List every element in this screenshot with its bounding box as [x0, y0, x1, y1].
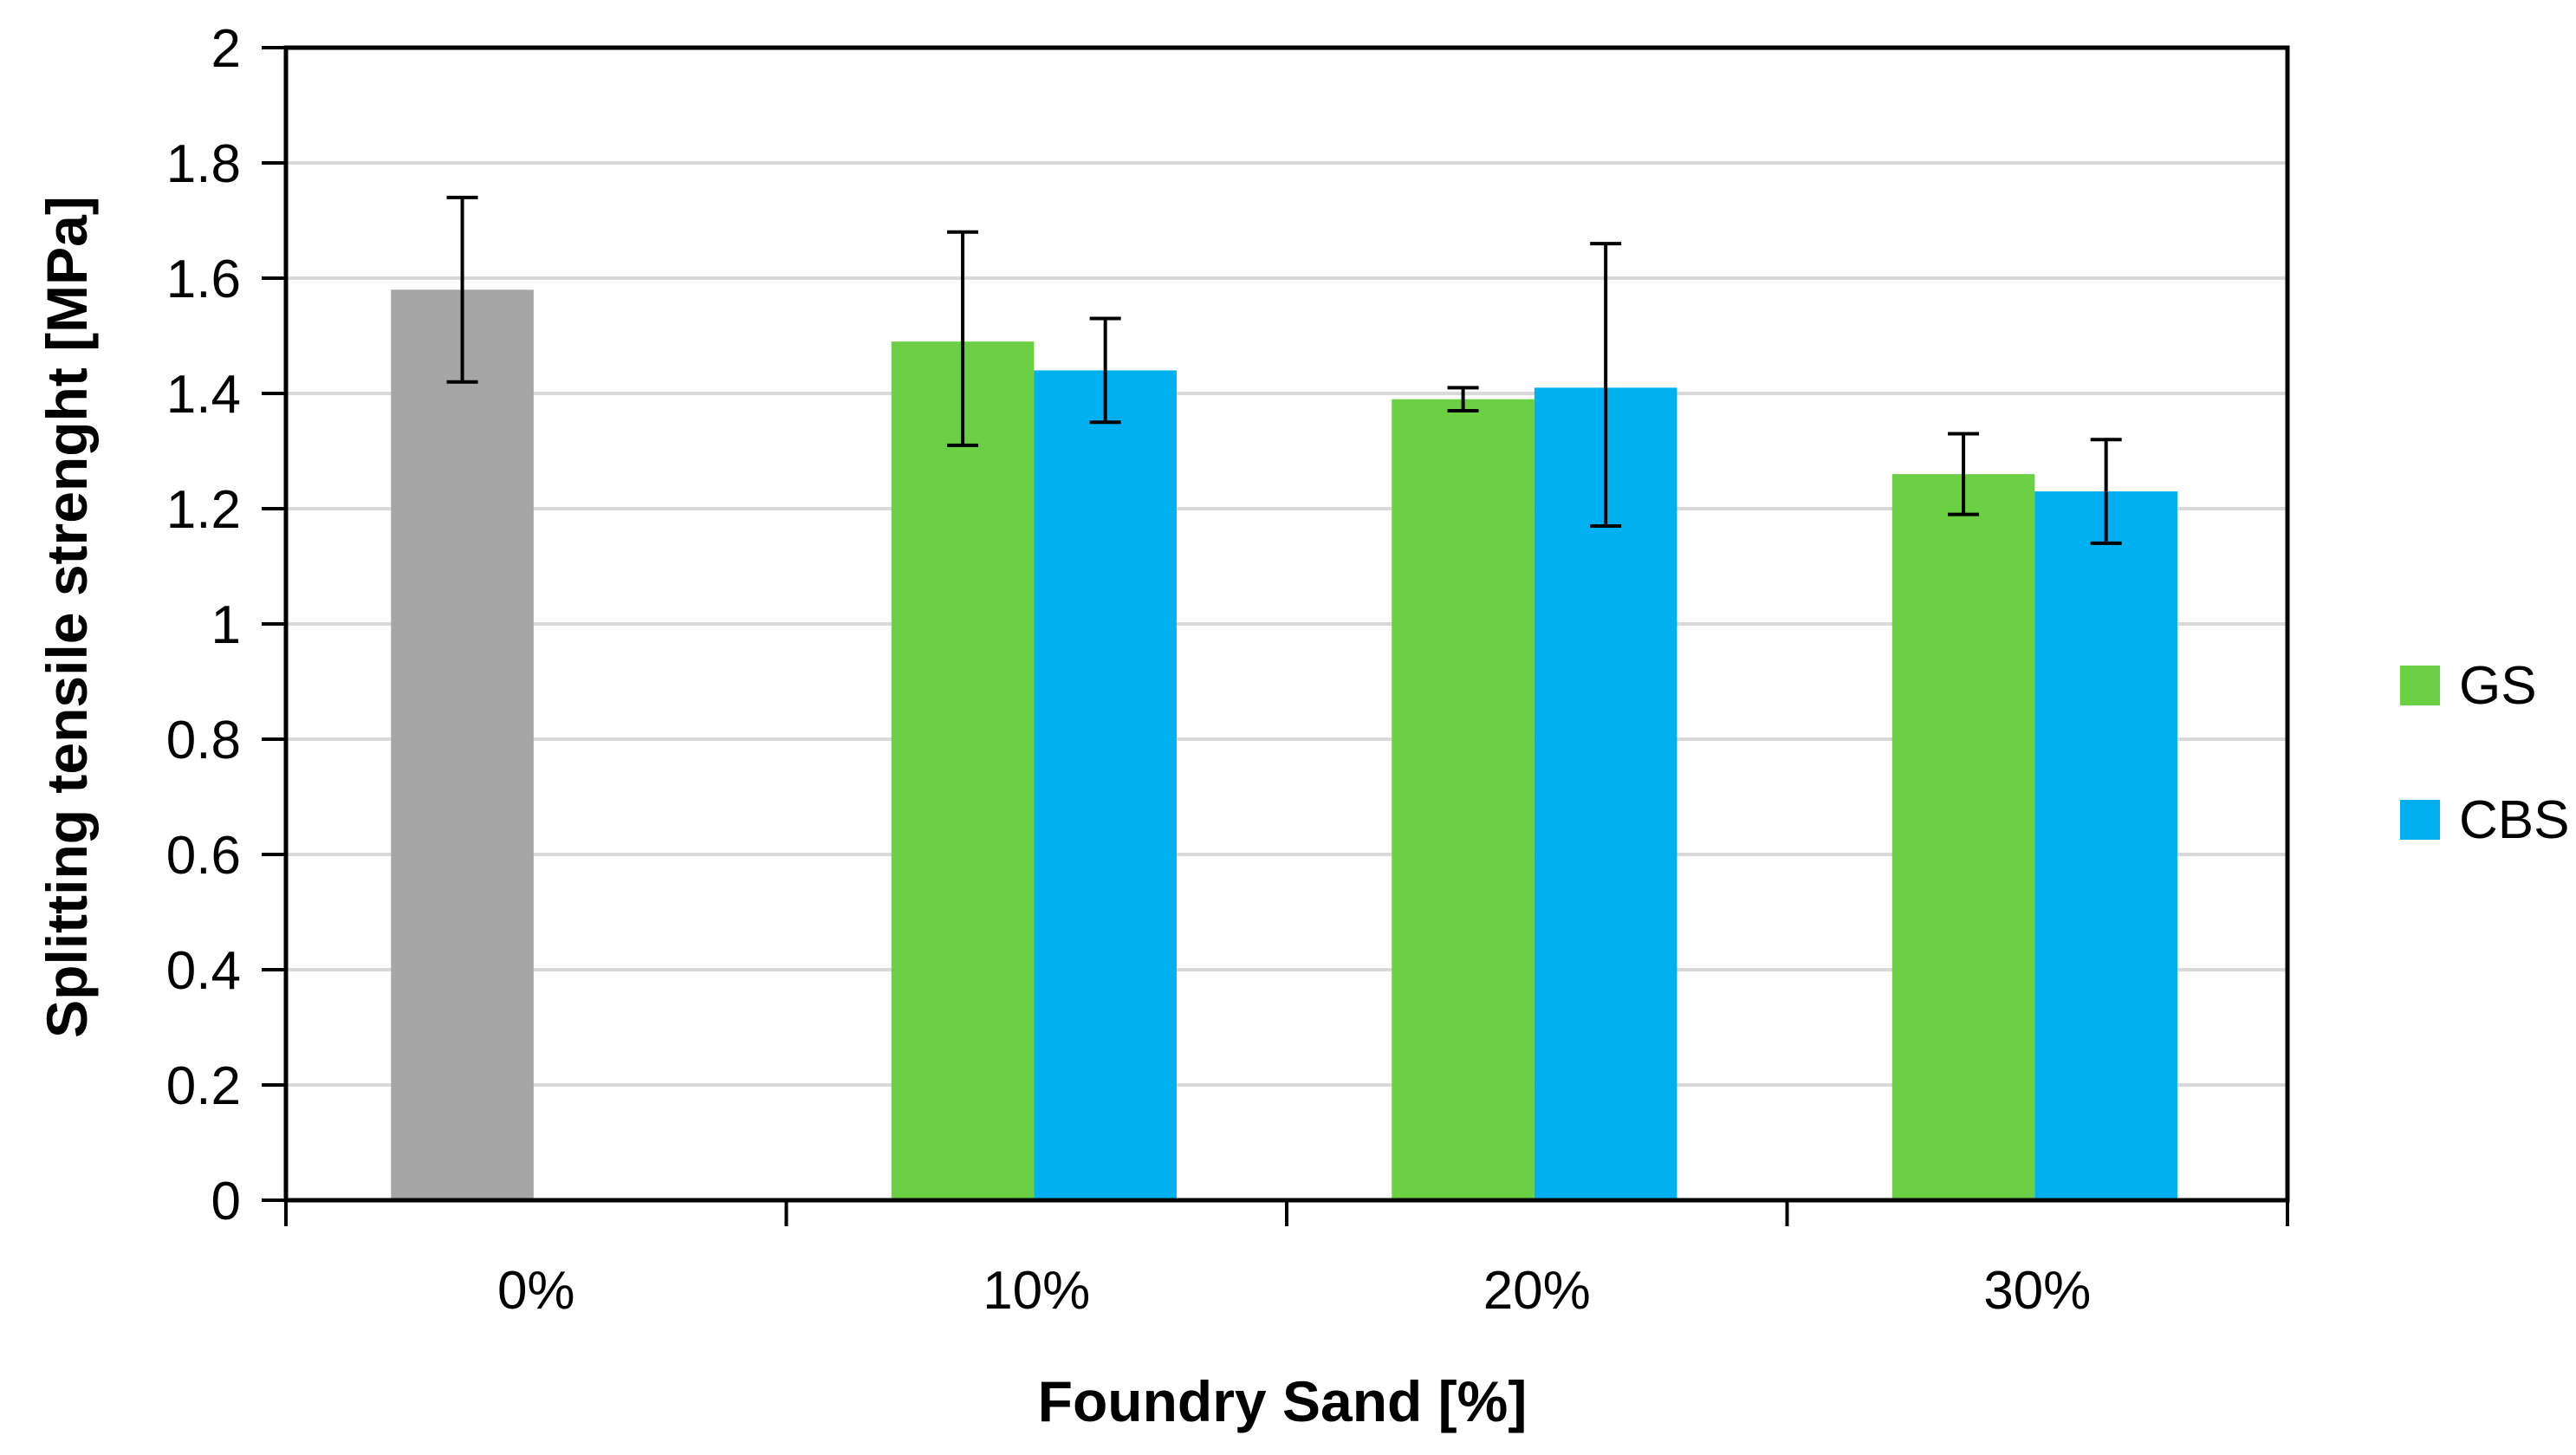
y-tick-label: 0.6 — [166, 826, 241, 886]
bar — [1891, 474, 2035, 1200]
y-tick-label: 0.8 — [166, 711, 241, 770]
y-tick-label: 1.6 — [166, 250, 241, 309]
y-tick-label: 1.4 — [166, 365, 241, 425]
legend-label: CBS — [2459, 790, 2569, 850]
legend-label: GS — [2459, 656, 2537, 716]
x-tick-label: 20% — [1483, 1261, 1591, 1321]
x-axis-title: Foundry Sand [%] — [1038, 1369, 1528, 1433]
bar — [891, 341, 1035, 1200]
y-tick-label: 1 — [211, 595, 241, 655]
y-axis-title: Splitting tensile strenght [MPa] — [35, 196, 99, 1038]
x-tick-label: 0% — [497, 1261, 575, 1321]
gridlines — [286, 161, 2287, 1087]
error-bars — [446, 195, 2122, 545]
y-tick-label: 0 — [211, 1172, 241, 1231]
legend: GS CBS — [2400, 656, 2569, 850]
legend-swatch — [2400, 800, 2440, 840]
bars — [391, 289, 2177, 1201]
x-tick-label: 10% — [983, 1261, 1090, 1321]
bar — [1034, 370, 1177, 1200]
bar — [1392, 399, 1535, 1200]
tick-labels: 00.20.40.60.811.21.41.61.820% 10% 20% 30% — [166, 19, 2092, 1321]
axes — [262, 45, 2290, 1226]
y-tick-label: 1.8 — [166, 134, 241, 194]
y-tick-label: 1.2 — [166, 480, 241, 540]
legend-swatch — [2400, 666, 2440, 705]
y-tick-label: 0.2 — [166, 1056, 241, 1116]
x-tick-label: 30% — [1983, 1261, 2091, 1321]
y-tick-label: 0.4 — [166, 941, 241, 1001]
bar — [391, 289, 534, 1200]
bar — [2034, 491, 2177, 1200]
y-tick-label: 2 — [211, 19, 241, 79]
